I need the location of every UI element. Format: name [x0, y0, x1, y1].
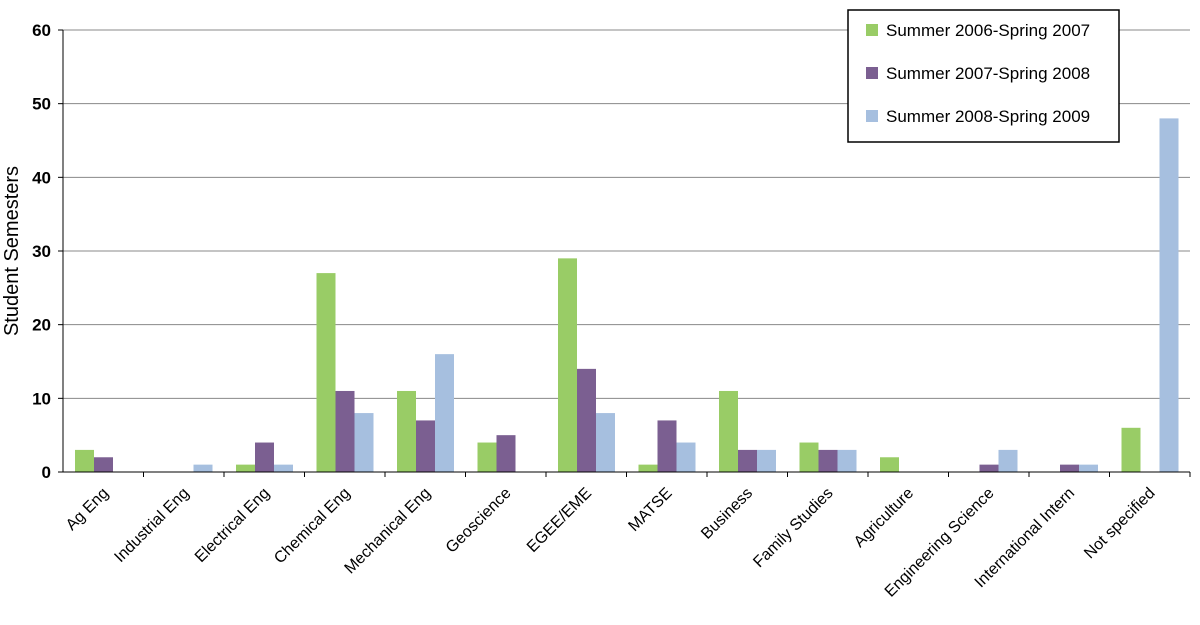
x-tick-label: Geoscience	[443, 485, 515, 557]
bar-1-egee-eme	[558, 258, 577, 472]
x-tick-label: Electrical Eng	[192, 485, 273, 566]
y-tick-labels: 0 10 20 30 40 50 60	[32, 21, 63, 482]
bar-1-matse	[638, 464, 658, 472]
x-tick-label: Agriculture	[851, 485, 917, 551]
bar-2-business	[738, 449, 757, 472]
bar-3-egee-eme	[596, 413, 615, 472]
bar-3-international-intern	[1079, 464, 1098, 472]
y-tick-label: 50	[32, 95, 51, 114]
bar-1-mechanical-eng	[397, 390, 416, 472]
legend: Summer 2006-Spring 2007 Summer 2007-Sprin…	[847, 9, 1120, 143]
y-axis-title: Student Semesters	[1, 166, 23, 336]
bar-1-geoscience	[477, 442, 497, 472]
legend-label: Summer 2006-Spring 2007	[886, 21, 1090, 40]
bar-3-business	[757, 449, 776, 472]
x-tick-label: Industrial Eng	[111, 485, 192, 566]
x-tick-label: Ag Eng	[63, 485, 112, 534]
bar-3-chemical-eng	[354, 413, 374, 472]
bar-1-ag-eng	[75, 449, 94, 472]
x-tick-labels: Ag Eng Industrial Eng Electrical EngChemic…	[63, 472, 1191, 601]
bar-3-family-studies	[837, 449, 857, 472]
legend-label: Summer 2008-Spring 2009	[886, 107, 1090, 126]
bars	[75, 118, 1179, 473]
bar-1-chemical-eng	[316, 273, 336, 472]
bar-3-electrical-eng	[274, 464, 293, 472]
bar-3-matse	[676, 442, 696, 472]
bar-2-mechanical-eng	[416, 420, 435, 472]
bar-2-engineering-science	[979, 464, 999, 472]
bar-1-not-specified	[1121, 427, 1141, 472]
bar-2-egee-eme	[577, 368, 596, 472]
x-tick-label: Business	[698, 485, 756, 543]
x-tick-label: EGEE/EME	[524, 485, 595, 556]
bar-2-family-studies	[818, 449, 838, 472]
y-tick-label: 0	[42, 463, 51, 482]
bar-2-electrical-eng	[255, 442, 274, 472]
bar-3-engineering-science	[998, 449, 1018, 472]
legend-label: Summer 2007-Spring 2008	[886, 64, 1090, 83]
y-tick-label: 10	[32, 389, 51, 408]
bar-3-industrial-eng	[193, 464, 213, 472]
x-tick-label: Mechanical Eng	[342, 485, 435, 578]
bar-2-ag-eng	[94, 457, 113, 472]
legend-swatch	[866, 110, 878, 122]
legend-box	[847, 9, 1120, 143]
legend-swatch	[866, 24, 878, 36]
bar-2-chemical-eng	[335, 390, 355, 472]
y-tick-label: 20	[32, 316, 51, 335]
gridlines	[63, 29, 1190, 399]
x-tick-label: MATSE	[625, 485, 675, 535]
y-tick-label: 30	[32, 242, 51, 261]
bar-2-geoscience	[496, 435, 516, 472]
y-tick-label: 40	[32, 168, 51, 187]
x-tick-label: Not specified	[1081, 485, 1158, 562]
legend-swatch	[866, 67, 878, 79]
x-tick-label: Chemical Eng	[271, 485, 353, 567]
bar-1-family-studies	[799, 442, 819, 472]
bar-2-international-intern	[1060, 464, 1079, 472]
bar-1-business	[719, 390, 738, 472]
x-tick-label: Family Studies	[750, 485, 836, 571]
bar-1-agriculture	[880, 457, 899, 472]
bar-2-matse	[657, 420, 677, 472]
bar-3-mechanical-eng	[435, 354, 454, 472]
bar-3-not-specified	[1159, 118, 1179, 473]
bar-1-electrical-eng	[236, 464, 255, 472]
y-tick-label: 60	[32, 21, 51, 40]
